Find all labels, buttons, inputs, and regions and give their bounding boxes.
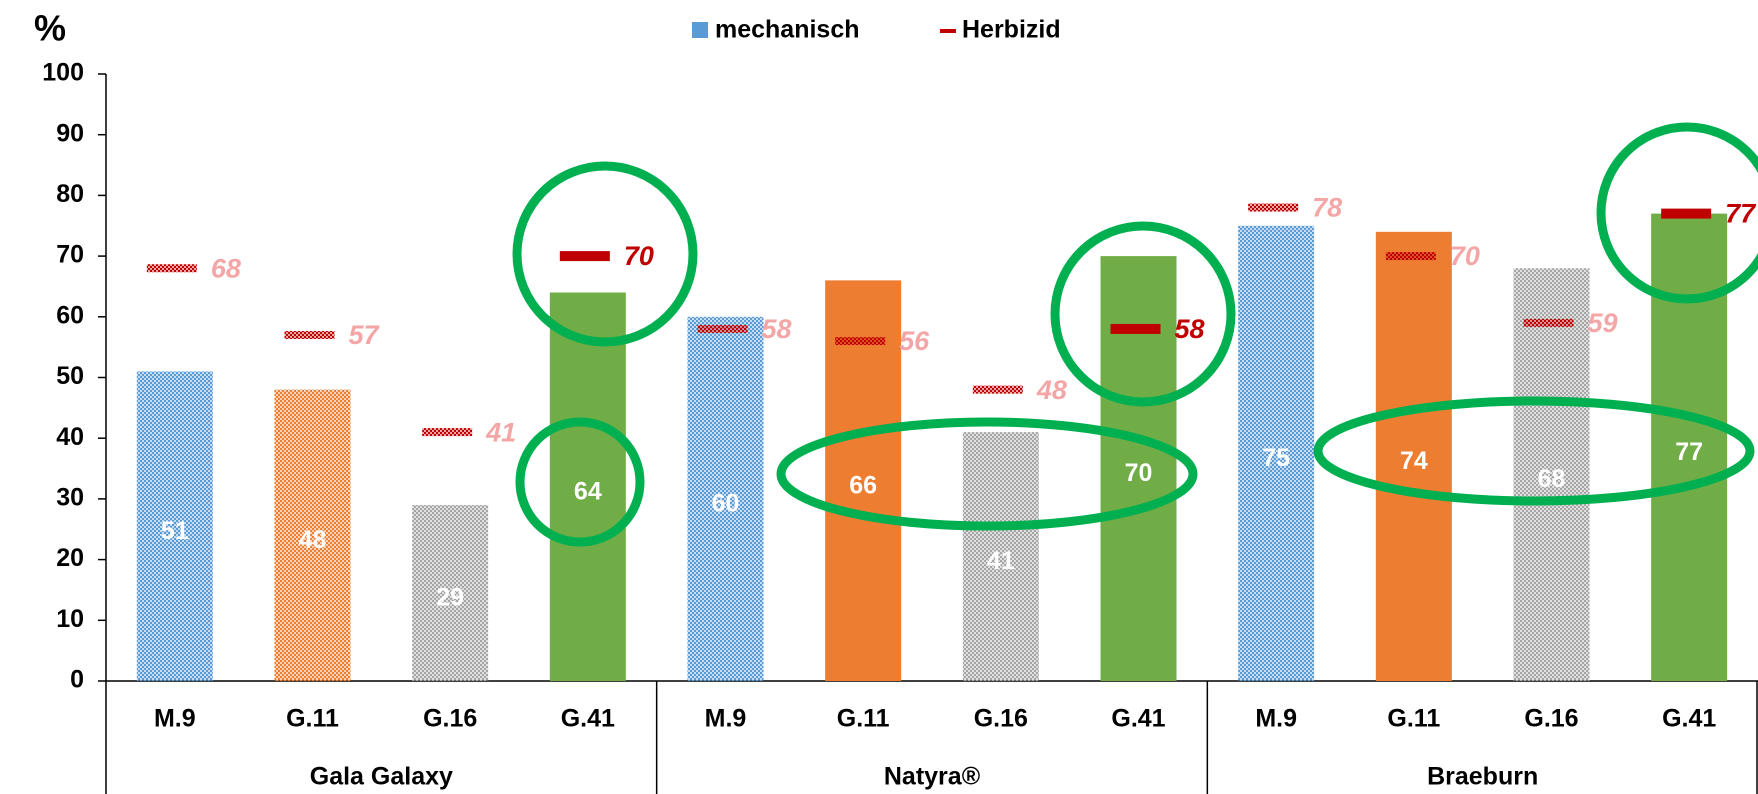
marker [835, 337, 886, 346]
x-tick-label: G.16 [974, 705, 1028, 733]
y-tick-label: 10 [56, 605, 84, 633]
y-axis-label: % [34, 8, 66, 49]
x-tick-label: G.11 [286, 705, 339, 733]
marker-label: 58 [1175, 314, 1205, 344]
marker [559, 251, 610, 262]
highlight-ellipse [1313, 396, 1755, 506]
highlight-circle [1050, 221, 1236, 407]
bar [825, 280, 902, 681]
marker-label: 59 [1588, 308, 1618, 338]
bar [962, 432, 1039, 681]
bar-label: 77 [1675, 438, 1703, 466]
bar-label: 60 [712, 490, 740, 518]
bar-label: 41 [987, 547, 1015, 575]
marker [1661, 208, 1712, 219]
bar-label: 66 [849, 471, 877, 499]
y-tick-label: 80 [56, 180, 84, 208]
highlight-circle [512, 161, 698, 347]
legend-swatch [940, 29, 956, 33]
bar [1375, 231, 1452, 681]
x-tick-label: M.9 [1255, 705, 1297, 733]
x-tick-label: G.41 [1111, 705, 1165, 733]
marker-label: 58 [762, 314, 792, 344]
bar [136, 371, 213, 681]
highlight-circle [515, 417, 645, 547]
y-tick-label: 50 [56, 362, 84, 390]
x-tick-label: M.9 [154, 705, 196, 733]
marker-label: 41 [485, 417, 516, 447]
marker [284, 331, 335, 340]
y-tick-label: 100 [42, 59, 84, 87]
annotations [512, 122, 1758, 547]
marker [1523, 318, 1574, 327]
marker-label: 77 [1725, 199, 1757, 229]
bar-label: 74 [1400, 447, 1428, 475]
marker-label: 48 [1036, 375, 1067, 405]
y-tick-label: 0 [70, 666, 84, 694]
marker [422, 428, 473, 437]
legend-swatch [692, 22, 708, 38]
bar-label: 68 [1538, 465, 1566, 493]
legend-label: Herbizid [962, 16, 1061, 44]
legend-label: mechanisch [715, 16, 860, 44]
marker [146, 264, 197, 273]
marker-label: 68 [211, 253, 241, 283]
x-tick-label: G.41 [1662, 705, 1716, 733]
y-tick-label: 30 [56, 484, 84, 512]
bar-label: 75 [1262, 444, 1290, 472]
marker [697, 324, 748, 333]
y-tick-label: 60 [56, 301, 84, 329]
bar-label: 70 [1125, 459, 1153, 487]
marker-label: 57 [349, 320, 381, 350]
group-label: Gala Galaxy [310, 763, 453, 791]
y-tick-label: 20 [56, 544, 84, 572]
marker-label: 70 [1450, 241, 1480, 271]
bar-label: 29 [436, 584, 464, 612]
x-tick-label: G.16 [423, 705, 477, 733]
x-tick-label: M.9 [705, 705, 747, 733]
marker [972, 385, 1023, 394]
group-label: Natyra® [884, 763, 981, 791]
y-tick-label: 90 [56, 119, 84, 147]
x-tick-label: G.11 [1387, 705, 1440, 733]
bar [687, 316, 764, 681]
bar [1238, 225, 1315, 681]
bar [549, 292, 626, 681]
legend: mechanisch Herbizid [692, 16, 1061, 44]
bar-label: 64 [574, 477, 602, 505]
x-tick-label: G.41 [561, 705, 615, 733]
plot: 0 10 20 30 40 50 60 70 80 90 100 Gala Galaxy Natyra®… [42, 59, 1758, 794]
marker [1110, 323, 1161, 334]
bar [1513, 268, 1590, 681]
y-tick-label: 70 [56, 241, 84, 269]
bar-label: 51 [161, 517, 189, 545]
marker [1385, 252, 1436, 261]
group-label: Braeburn [1427, 763, 1538, 791]
y-tick-label: 40 [56, 423, 84, 451]
marker-label: 78 [1312, 193, 1342, 223]
highlight-circle [1596, 122, 1758, 304]
x-tick-label: G.11 [837, 705, 890, 733]
x-tick-label: G.16 [1524, 705, 1578, 733]
bar-label: 48 [299, 526, 327, 554]
bar [412, 504, 489, 681]
marker-label: 70 [624, 241, 654, 271]
highlight-ellipse [776, 417, 1198, 531]
marker [1248, 203, 1299, 212]
marker-label: 56 [899, 326, 930, 356]
bar [274, 389, 351, 681]
